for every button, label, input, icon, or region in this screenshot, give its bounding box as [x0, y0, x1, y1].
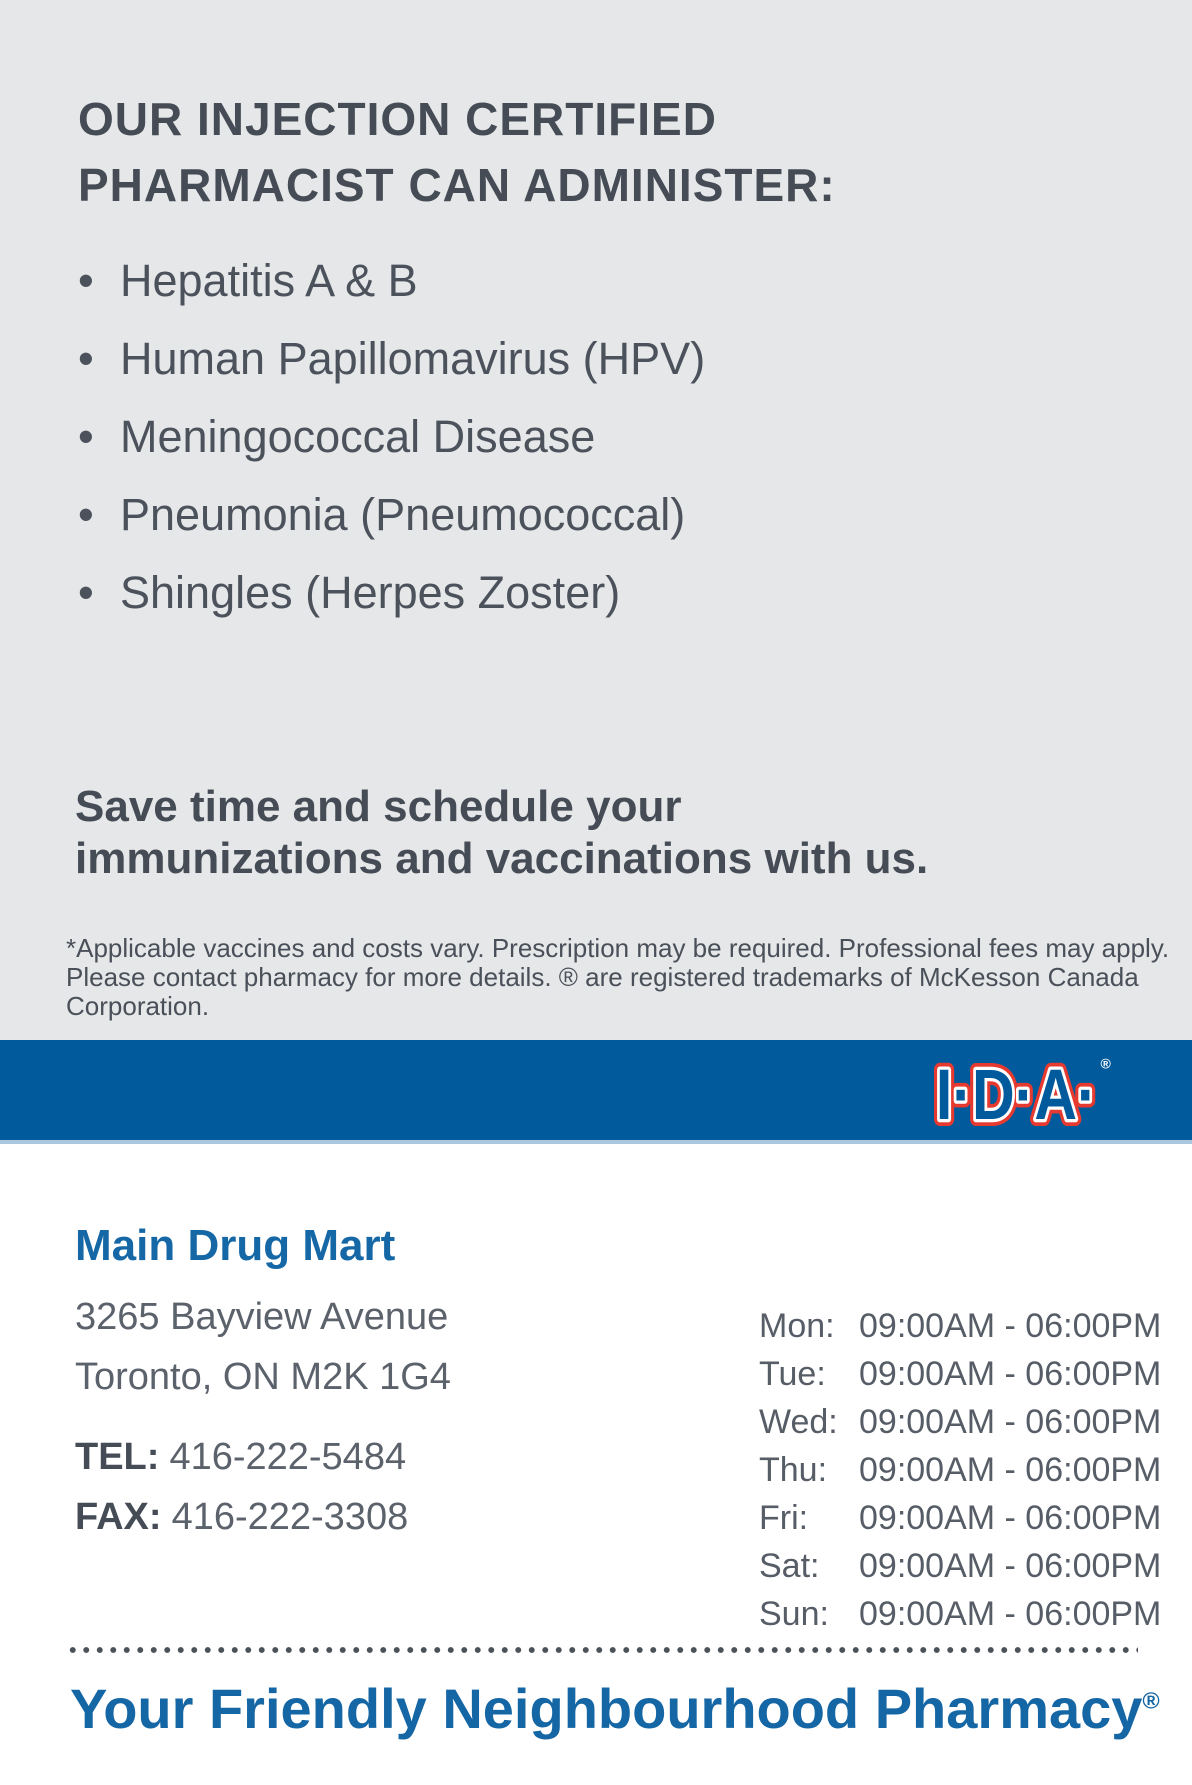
vaccine-label: Hepatitis A & B [120, 255, 418, 306]
list-item: • Shingles (Herpes Zoster) [78, 554, 705, 632]
hours-row: Tue: 09:00AM - 06:00PM [759, 1350, 1161, 1398]
address-line1: 3265 Bayview Avenue [75, 1296, 449, 1338]
tel-number: 416-222-5484 [169, 1436, 407, 1478]
hours-day: Sun: [759, 1595, 829, 1633]
ida-logo-outline-white: I·D·A· [936, 1056, 1097, 1134]
store-address: 3265 Bayview Avenue Toronto, ON M2K 1G4 [75, 1287, 451, 1407]
hours-time: 09:00AM - 06:00PM [859, 1451, 1162, 1489]
fax-label: FAX: [75, 1496, 162, 1538]
hours-row: Wed: 09:00AM - 06:00PM [759, 1398, 1161, 1446]
store-name: Main Drug Mart [75, 1221, 396, 1270]
bullet-icon: • [78, 411, 94, 462]
brand-banner: I·D·A· I·D·A· I·D·A· ® [0, 1040, 1192, 1144]
hours-row: Sat: 09:00AM - 06:00PM [759, 1542, 1161, 1590]
hours-row: Sun: 09:00AM - 06:00PM [759, 1590, 1161, 1638]
hours-time: 09:00AM - 06:00PM [859, 1355, 1162, 1393]
panel-title-line2: PHARMACIST CAN ADMINISTER: [78, 159, 836, 211]
store-hours: Mon: 09:00AM - 06:00PM Tue: 09:00AM - 06… [759, 1302, 1161, 1638]
vaccine-label: Human Papillomavirus (HPV) [120, 333, 706, 384]
cta-heading: Save time and schedule your immunization… [75, 781, 928, 885]
bullet-icon: • [78, 489, 94, 540]
vaccine-label: Pneumonia (Pneumococcal) [120, 489, 686, 540]
disclaimer-line1: *Applicable vaccines and costs vary. Pre… [66, 933, 1170, 963]
store-contact: TEL: 416-222-5484 FAX: 416-222-3308 [75, 1427, 408, 1547]
fax-line: FAX: 416-222-3308 [75, 1487, 408, 1547]
cta-line1: Save time and schedule your [75, 782, 682, 831]
hours-row: Thu: 09:00AM - 06:00PM [759, 1446, 1161, 1494]
hours-day: Mon: [759, 1307, 835, 1345]
disclaimer: *Applicable vaccines and costs vary. Pre… [66, 934, 1192, 1021]
hours-time: 09:00AM - 06:00PM [859, 1499, 1162, 1537]
tagline-registered-mark: ® [1142, 1687, 1160, 1714]
cta-line2: immunizations and vaccinations with us. [75, 834, 929, 883]
list-item: • Human Papillomavirus (HPV) [78, 320, 705, 398]
vaccine-list: • Hepatitis A & B • Human Papillomavirus… [78, 242, 705, 632]
hours-time: 09:00AM - 06:00PM [859, 1547, 1162, 1585]
hours-time: 09:00AM - 06:00PM [859, 1403, 1162, 1441]
list-item: • Hepatitis A & B [78, 242, 705, 320]
ida-logo-outline-red: I·D·A· [936, 1056, 1097, 1134]
hours-day: Fri: [759, 1499, 809, 1537]
list-item: • Meningococcal Disease [78, 398, 705, 476]
hours-day: Tue: [759, 1355, 826, 1393]
panel-title: OUR INJECTION CERTIFIED PHARMACIST CAN A… [78, 86, 836, 218]
vaccine-label: Shingles (Herpes Zoster) [120, 567, 621, 618]
bullet-icon: • [78, 255, 94, 306]
vaccine-label: Meningococcal Disease [120, 411, 596, 462]
fax-number: 416-222-3308 [171, 1496, 409, 1538]
ida-logo-icon: I·D·A· I·D·A· I·D·A· ® [929, 1049, 1112, 1134]
disclaimer-line2: Please contact pharmacy for more details… [66, 962, 1139, 1021]
panel-title-line1: OUR INJECTION CERTIFIED [78, 93, 717, 145]
tagline-text: Your Friendly Neighbourhood Pharmacy [70, 1677, 1143, 1740]
bullet-icon: • [78, 333, 94, 384]
hours-row: Fri: 09:00AM - 06:00PM [759, 1494, 1161, 1542]
tel-line: TEL: 416-222-5484 [75, 1427, 408, 1487]
hours-day: Wed: [759, 1403, 838, 1441]
hours-time: 09:00AM - 06:00PM [859, 1307, 1162, 1345]
bullet-icon: • [78, 567, 94, 618]
injection-info-panel: OUR INJECTION CERTIFIED PHARMACIST CAN A… [0, 0, 1192, 1040]
registered-mark-icon: ® [1100, 1056, 1111, 1072]
hours-row: Mon: 09:00AM - 06:00PM [759, 1302, 1161, 1350]
hours-day: Thu: [759, 1451, 828, 1489]
list-item: • Pneumonia (Pneumococcal) [78, 476, 705, 554]
address-line2: Toronto, ON M2K 1G4 [75, 1356, 451, 1398]
hours-time: 09:00AM - 06:00PM [859, 1595, 1162, 1633]
ida-logo-letters: I·D·A· [936, 1056, 1097, 1134]
hours-day: Sat: [759, 1547, 820, 1585]
tel-label: TEL: [75, 1436, 160, 1478]
tagline: Your Friendly Neighbourhood Pharmacy® [70, 1676, 1160, 1741]
dotted-divider [66, 1646, 1138, 1654]
